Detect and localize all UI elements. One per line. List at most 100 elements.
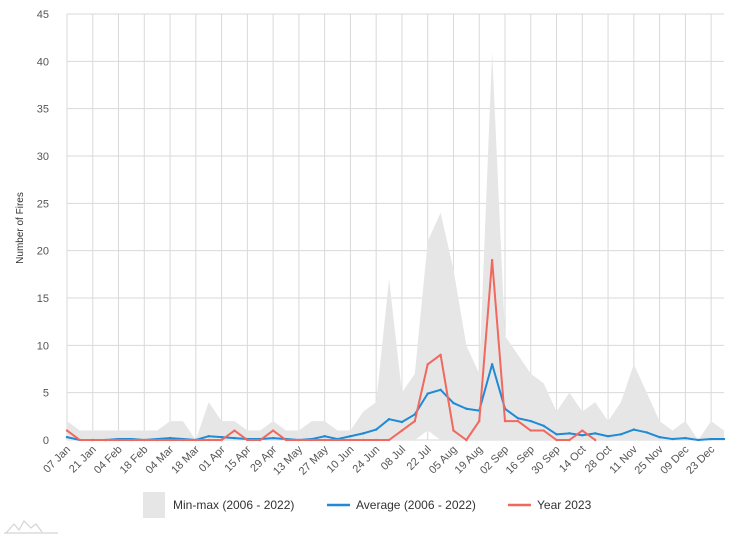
data-point [374,438,378,442]
data-point [310,438,313,442]
y-tick-label: 10 [37,340,49,352]
data-point [581,429,584,432]
x-tick-label: 07 Jan [41,444,73,476]
data-point [709,437,713,441]
data-point [400,429,404,432]
min-max-area [67,51,724,440]
data-point [323,435,326,438]
data-point [362,432,365,435]
x-tick-label: 01 Apr [197,443,228,474]
data-point [503,419,507,423]
data-point [181,438,185,442]
data-point [387,438,391,442]
data-point [336,438,339,442]
y-tick-label: 40 [37,56,49,68]
data-point [722,437,726,441]
y-tick-label: 35 [37,104,49,116]
data-point [259,438,262,442]
data-point [207,435,210,438]
data-point [65,435,69,439]
data-point [220,438,223,442]
data-point [233,436,236,440]
legend-swatch-min-max [143,492,165,518]
data-point [400,420,404,424]
data-point [490,363,494,366]
data-point [297,438,301,442]
data-point [104,438,107,442]
data-point [413,419,417,423]
data-point [233,429,236,432]
data-point [323,438,326,442]
data-point [606,435,610,438]
data-point [78,438,82,442]
series-line [66,363,725,441]
data-point [168,438,172,442]
y-tick-label: 0 [43,435,49,447]
y-tick-label: 30 [37,151,49,163]
legend-label-year-2023: Year 2023 [537,498,592,512]
data-point [91,438,94,442]
data-point [593,438,597,442]
data-point [568,432,571,435]
x-tick-label: 30 Sep [530,444,563,477]
data-point [271,436,275,440]
data-point [130,438,133,442]
data-point [516,417,520,420]
data-point [155,438,159,442]
data-point [362,438,365,442]
data-point [619,433,623,436]
series-line [66,259,597,441]
data-point [349,438,352,442]
data-point [271,429,275,432]
data-point [452,429,455,432]
x-tick-label: 24 Jun [350,444,382,476]
x-tick-label: 18 Mar [169,443,202,476]
x-tick-label: 27 May [297,443,331,477]
y-tick-label: 20 [37,246,49,258]
data-point [143,438,146,442]
y-axis-title: Number of Fires [15,192,26,264]
data-point [194,438,198,442]
data-point [555,438,558,442]
data-point [542,424,545,427]
y-tick-label: 45 [37,9,49,21]
x-tick-label: 08 Jul [379,444,408,473]
x-tick-label: 14 Oct [557,444,588,475]
legend: Min-max (2006 - 2022) Average (2006 - 20… [143,492,592,518]
data-point [426,392,429,395]
data-point [568,438,571,442]
x-tick-label: 10 Jun [325,444,357,476]
x-tick-label: 04 Feb [92,444,125,477]
data-point [478,419,481,423]
x-tick-label: 18 Feb [118,444,151,477]
data-point [658,435,661,439]
data-point [645,431,648,434]
data-point [516,419,520,423]
x-tick-label: 05 Aug [427,444,460,477]
data-point [697,438,700,442]
legend-label-average: Average (2006 - 2022) [356,498,476,512]
x-tick-label: 15 Apr [222,443,253,474]
year-2023-series [65,258,597,442]
grid-lines [66,13,724,441]
data-point [452,401,455,405]
data-point [593,432,597,435]
data-point [542,429,545,432]
data-point [465,438,468,442]
data-point [117,438,120,442]
data-point [684,436,687,440]
data-point [220,435,223,439]
data-point [581,434,584,437]
data-point [284,438,288,442]
data-point [387,417,391,421]
data-point [374,428,378,431]
y-axis-ticks: 0 5 10 15 20 25 30 35 40 45 [37,9,49,447]
data-point [490,258,494,262]
data-point [555,433,558,436]
data-point [632,428,636,431]
data-point [439,388,442,392]
y-tick-label: 15 [37,293,49,305]
y-tick-label: 5 [43,388,49,400]
